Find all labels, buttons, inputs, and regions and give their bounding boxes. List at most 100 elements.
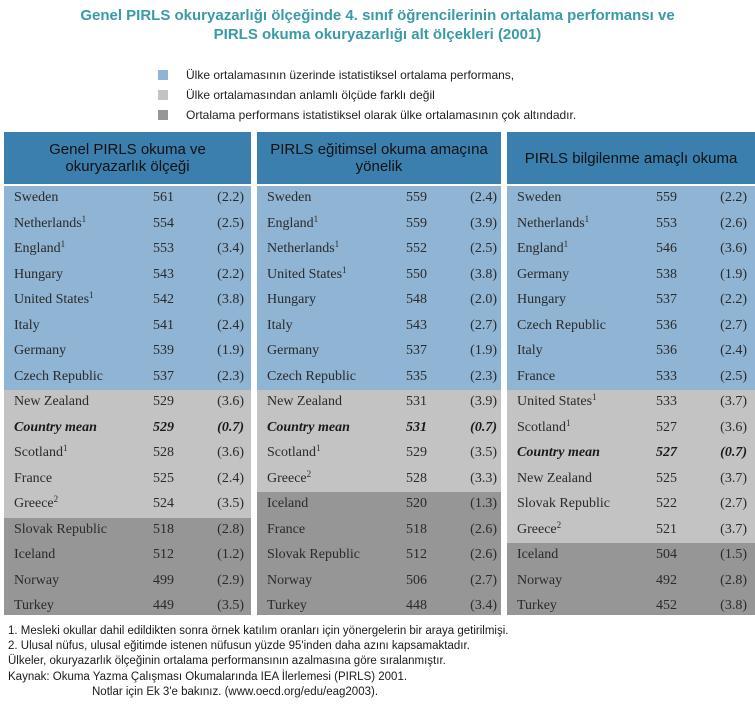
standard-error: (2.4) xyxy=(470,190,497,205)
mean-score: 529 xyxy=(153,394,174,409)
mean-score: 553 xyxy=(153,241,174,256)
table-row: Hungary 548 (2.0) xyxy=(257,288,501,314)
country-mean-row: Country mean 529 (0.7) xyxy=(4,415,251,441)
table-row: Scotland1 529 (3.5) xyxy=(257,441,501,467)
table-row: Netherlands1 552 (2.5) xyxy=(257,237,501,263)
page-title: Genel PIRLS okuryazarlığı ölçeğinde 4. s… xyxy=(0,6,755,44)
country-name: Turkey xyxy=(267,598,307,613)
standard-error: (2.5) xyxy=(470,241,497,256)
mean-score: 543 xyxy=(406,317,427,333)
country-mean-row: Country mean 527 (0.7) xyxy=(507,441,755,467)
footnote-marker: 1 xyxy=(563,239,569,249)
mean-score: 525 xyxy=(656,470,677,486)
country-name: United States1 xyxy=(267,264,347,282)
country-name: New Zealand xyxy=(517,470,593,486)
legend-text-similar: Ülke ortalamasından anlamlı ölçüde farkl… xyxy=(186,88,435,102)
country-name: Italy xyxy=(517,343,543,358)
standard-error: (2.3) xyxy=(470,368,497,384)
table-row: Iceland 520 (1.3) xyxy=(257,492,501,518)
standard-error: (2.9) xyxy=(217,572,244,588)
country-name: Turkey xyxy=(517,598,557,613)
country-name: England1 xyxy=(517,239,569,257)
legend-swatch-similar xyxy=(158,90,168,100)
legend-item-above: Ülke ortalamasının üzerinde istatistikse… xyxy=(158,68,718,88)
mean-score: 550 xyxy=(406,266,427,282)
mean-score: 528 xyxy=(153,445,174,460)
country-name: Greece2 xyxy=(267,468,312,486)
country-name: Germany xyxy=(517,266,570,282)
mean-score: 528 xyxy=(406,470,427,486)
standard-error: (3.7) xyxy=(720,394,747,409)
country-name: New Zealand xyxy=(14,394,90,409)
mean-score: 527 xyxy=(656,419,677,435)
footnote-marker: 1 xyxy=(63,443,68,453)
standard-error: (2.4) xyxy=(217,470,244,486)
table-row: Italy 541 (2.4) xyxy=(4,313,251,339)
table-row: France 525 (2.4) xyxy=(4,466,251,492)
standard-error: (1.2) xyxy=(217,547,244,562)
column-header: PIRLS bilgilenme amaçlı okuma xyxy=(507,132,755,184)
table-row: Scotland1 528 (3.6) xyxy=(4,441,251,467)
country-name: Iceland xyxy=(267,496,309,511)
country-name: Germany xyxy=(14,343,67,358)
footnotes: 1. Mesleki okullar dahil edildikten sonr… xyxy=(8,624,508,700)
standard-error: (2.5) xyxy=(217,215,244,231)
standard-error: (3.4) xyxy=(217,241,244,256)
standard-error: (2.5) xyxy=(720,368,747,384)
mean-score: 548 xyxy=(406,292,427,307)
column-header: Genel PIRLS okuma ve okuryazarlık ölçeği xyxy=(4,132,251,184)
legend-text-below: Ortalama performans istatistiksel olarak… xyxy=(186,108,577,122)
column-header: PIRLS eğitimsel okuma amaçına yönelik xyxy=(257,132,501,184)
footnote-marker: 1 xyxy=(81,213,87,224)
country-name: Hungary xyxy=(267,292,316,307)
mean-score: 533 xyxy=(656,368,677,384)
standard-error: (3.8) xyxy=(720,598,747,613)
country-name: New Zealand xyxy=(267,394,343,409)
standard-error: (3.7) xyxy=(720,521,747,537)
country-name: Norway xyxy=(267,572,313,588)
legend: Ülke ortalamasının üzerinde istatistikse… xyxy=(158,68,718,128)
mean-score: 512 xyxy=(153,547,174,562)
country-name: Iceland xyxy=(14,547,56,562)
mean-score: 512 xyxy=(406,547,427,562)
mean-score: 531 xyxy=(406,419,427,435)
table-row: Netherlands1 553 (2.6) xyxy=(507,211,755,237)
standard-error: (1.5) xyxy=(720,547,747,562)
country-name: Country mean xyxy=(14,419,97,435)
table-row: Slovak Republic 522 (2.7) xyxy=(507,492,755,518)
standard-error: (2.8) xyxy=(217,521,244,537)
footnote-marker: 2 xyxy=(556,519,562,530)
legend-swatch-below xyxy=(158,110,168,120)
table-row: England1 559 (3.9) xyxy=(257,211,501,237)
mean-score: 536 xyxy=(656,343,677,358)
country-name: Italy xyxy=(14,317,40,333)
mean-score: 521 xyxy=(656,521,677,537)
mean-score: 527 xyxy=(656,445,677,460)
standard-error: (2.6) xyxy=(470,521,497,537)
table-row: New Zealand 529 (3.6) xyxy=(4,390,251,416)
country-name: Sweden xyxy=(14,190,59,205)
footnote-marker: 1 xyxy=(342,264,347,275)
footnote-marker: 1 xyxy=(584,213,590,224)
standard-error: (0.7) xyxy=(720,445,747,460)
annex-note: Notlar için Ek 3'e bakınız. (www.oecd.or… xyxy=(92,685,379,698)
mean-score: 543 xyxy=(153,266,174,282)
standard-error: (1.9) xyxy=(217,343,244,358)
standard-error: (3.5) xyxy=(217,496,244,511)
footnote-marker: 1 xyxy=(316,443,321,453)
standard-error: (2.7) xyxy=(720,496,747,511)
standard-error: (2.6) xyxy=(470,547,497,562)
standard-error: (2.6) xyxy=(720,215,747,231)
title-line-1: Genel PIRLS okuryazarlığı ölçeğinde 4. s… xyxy=(80,7,675,24)
country-name: Italy xyxy=(267,317,293,333)
country-name: Sweden xyxy=(267,190,312,205)
country-name: Norway xyxy=(517,572,563,588)
mean-score: 448 xyxy=(406,598,427,613)
country-name: Country mean xyxy=(267,419,350,435)
footnote-2: 2. Ulusal nüfus, ulusal eğitimde istenen… xyxy=(8,640,470,653)
table-row: New Zealand 531 (3.9) xyxy=(257,390,501,416)
table-row: Czech Republic 537 (2.3) xyxy=(4,364,251,390)
footnote-marker: 1 xyxy=(60,239,66,249)
table-row: Scotland1 527 (3.6) xyxy=(507,415,755,441)
country-name: Netherlands1 xyxy=(267,239,340,257)
